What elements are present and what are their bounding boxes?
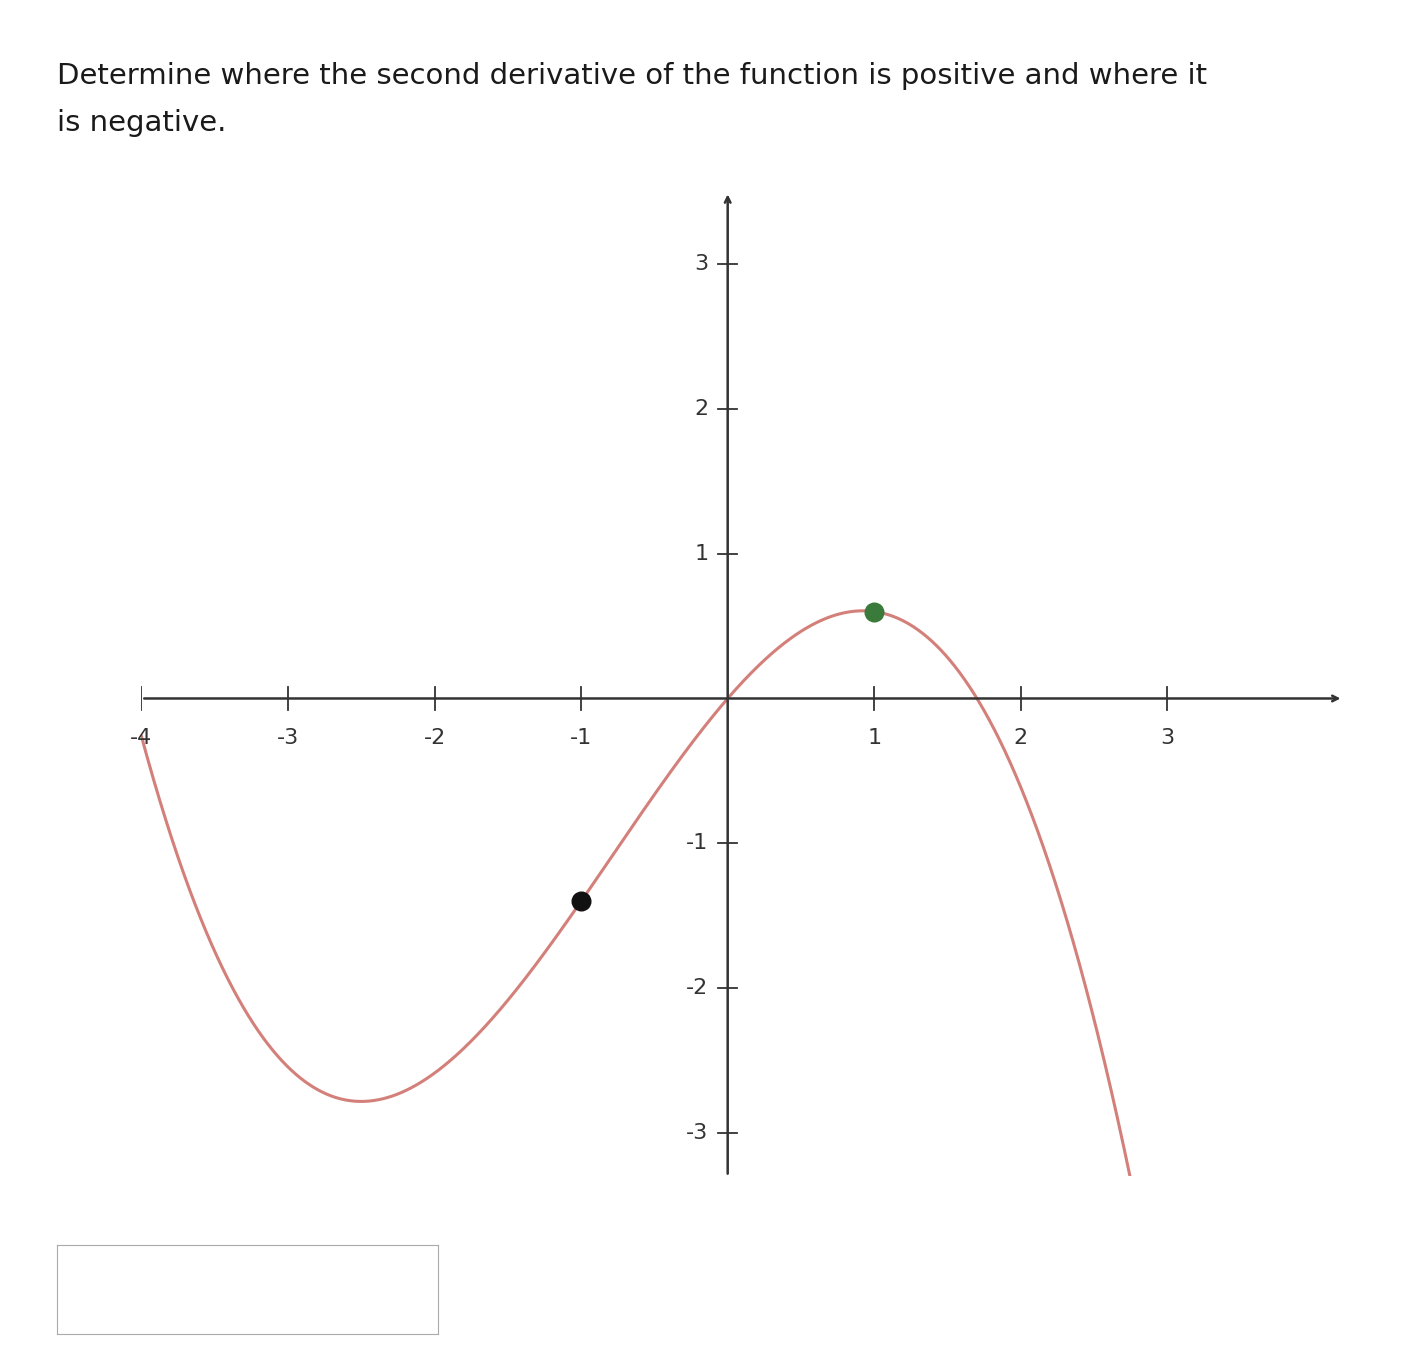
Text: -1: -1 [570, 728, 592, 748]
Text: Determine where the second derivative of the function is positive and where it: Determine where the second derivative of… [57, 62, 1206, 89]
Text: -1: -1 [686, 833, 708, 854]
Text: -4: -4 [130, 728, 153, 748]
Point [570, 891, 592, 912]
Text: -3: -3 [277, 728, 300, 748]
Text: 1: 1 [694, 543, 708, 564]
Text: 2: 2 [1014, 728, 1028, 748]
Text: -2: -2 [423, 728, 445, 748]
Text: -2: -2 [686, 978, 708, 999]
Point [863, 601, 885, 622]
Text: 2: 2 [694, 399, 708, 419]
Text: -3: -3 [686, 1123, 708, 1144]
Text: is negative.: is negative. [57, 109, 226, 137]
Text: 3: 3 [694, 254, 708, 274]
Text: 1: 1 [867, 728, 881, 748]
Text: 3: 3 [1161, 728, 1175, 748]
